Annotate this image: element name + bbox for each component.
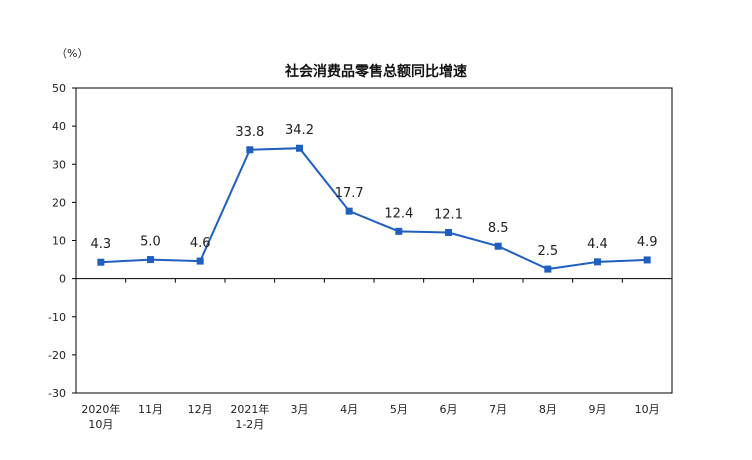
data-label: 12.4 — [384, 206, 413, 221]
y-tick-label: -30 — [48, 387, 66, 400]
data-label: 17.7 — [335, 186, 364, 201]
data-label: 4.9 — [637, 235, 658, 250]
x-tick-label: 8月 — [539, 403, 557, 416]
y-tick-label: 20 — [52, 196, 66, 209]
data-label: 2.5 — [537, 244, 558, 259]
data-label: 12.1 — [434, 207, 463, 222]
x-tick-label: 2021年 — [230, 402, 269, 416]
data-point — [494, 242, 502, 250]
x-axis: 2020年 10月 11月 12月 2021年 1-2月 3月 4月 5月 6月 7月 8月 9月 10月 — [75, 278, 673, 431]
data-label: 34.2 — [285, 123, 314, 138]
data-labels: 4.3 5.0 4.6 33.8 34.2 17.7 12.4 12.1 8.5 2.5 4.4 4.… — [90, 123, 657, 259]
x-tick-label: 1-2月 — [235, 418, 264, 431]
chart-title: 社会消费品零售总额同比增速 — [284, 63, 467, 80]
data-point — [594, 258, 601, 266]
data-point — [196, 257, 204, 265]
y-tick-label: 50 — [52, 82, 66, 95]
data-label: 4.3 — [90, 237, 111, 252]
y-tick-label: 10 — [52, 235, 66, 248]
y-tick-label: -20 — [48, 349, 66, 362]
data-point — [296, 144, 303, 152]
data-label: 5.0 — [140, 235, 161, 250]
data-label: 4.4 — [587, 237, 608, 252]
x-tick-label: 12月 — [188, 403, 213, 416]
x-tick-label: 3月 — [291, 403, 309, 416]
x-tick-label: 10月 — [635, 403, 660, 416]
x-tick-label: 10月 — [88, 418, 113, 431]
data-point — [544, 265, 552, 273]
series-line — [100, 147, 648, 271]
data-label: 8.5 — [488, 221, 509, 236]
data-point — [97, 258, 105, 266]
y-axis-unit: （%） — [56, 47, 88, 60]
y-tick-label: 0 — [59, 273, 66, 286]
data-point — [345, 207, 353, 215]
data-point — [246, 146, 254, 154]
x-tick-label: 5月 — [390, 403, 408, 416]
data-point — [445, 228, 452, 236]
data-label: 33.8 — [235, 125, 264, 140]
x-tick-label: 6月 — [440, 403, 458, 416]
y-tick-label: 30 — [52, 158, 66, 171]
y-tick-label: 40 — [52, 120, 66, 133]
data-point — [147, 256, 154, 264]
x-tick-label: 2020年 — [81, 402, 120, 416]
x-tick-label: 4月 — [340, 403, 358, 416]
y-tick-label: -10 — [48, 311, 66, 324]
data-markers — [97, 144, 651, 273]
x-tick-label: 7月 — [489, 403, 507, 416]
x-tick-label: 11月 — [138, 403, 163, 416]
data-point — [643, 256, 651, 264]
plot-frame — [75, 87, 673, 394]
y-axis: 50 40 30 20 10 0 -10 -20 -30 — [48, 82, 76, 400]
data-label: 4.6 — [190, 236, 211, 251]
x-tick-label: 9月 — [589, 403, 607, 416]
data-point — [395, 227, 403, 235]
